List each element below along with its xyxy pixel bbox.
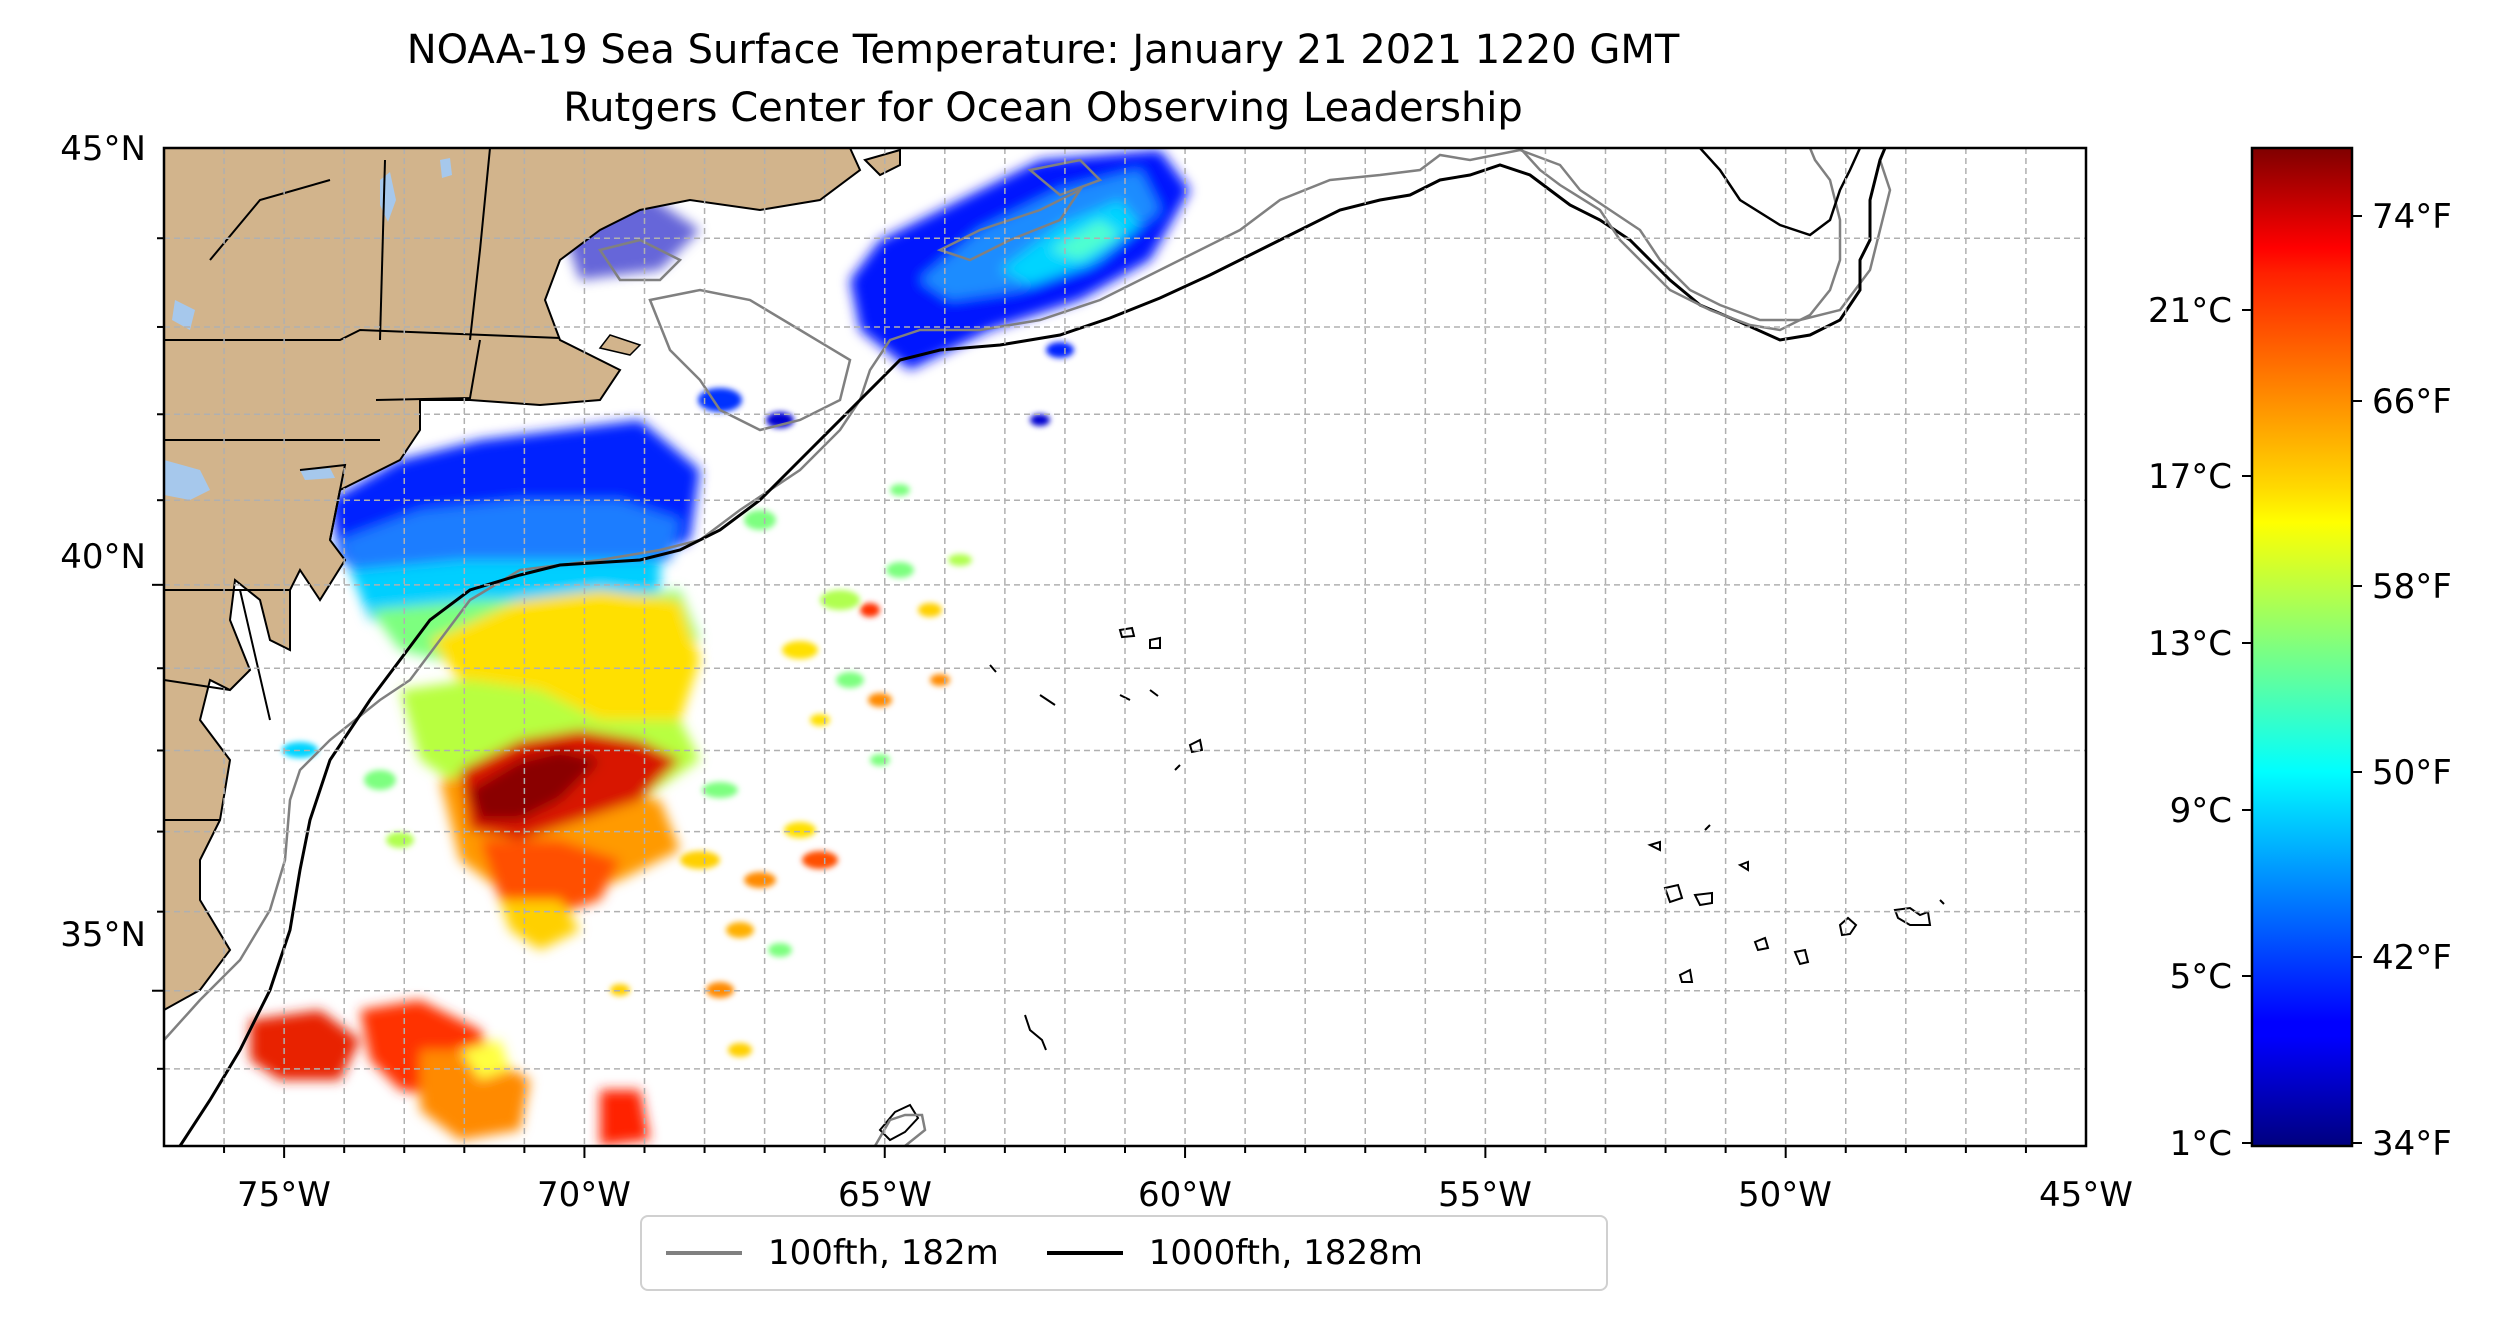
lon-tick-label: 55°W	[1438, 1175, 1532, 1215]
colorbar-celsius-labels: 21°C 17°C 13°C 9°C 5°C 1°C	[2148, 291, 2232, 1164]
legend-label: 1000fth, 1828m	[1148, 1233, 1423, 1273]
map-subtitle: Rutgers Center for Ocean Observing Leade…	[563, 85, 1523, 131]
nova-scotia-coast	[1519, 148, 1842, 332]
lon-tick-labels: 75°W 70°W 65°W 60°W 55°W 50°W 45°W	[237, 1175, 2133, 1215]
fahrenheit-tick-label: 50°F	[2372, 753, 2452, 793]
fahrenheit-tick-label: 74°F	[2372, 197, 2452, 237]
map-gridlines	[164, 148, 2086, 1146]
fahrenheit-tick-label: 34°F	[2372, 1124, 2452, 1164]
colorbar	[2250, 146, 2354, 1148]
celsius-tick-label: 1°C	[2170, 1124, 2232, 1164]
lon-tick-label: 50°W	[1738, 1175, 1832, 1215]
celsius-tick-label: 9°C	[2170, 791, 2232, 831]
newfoundland-coast	[1699, 148, 1862, 237]
lon-tick-label: 65°W	[838, 1175, 932, 1215]
state-boundaries	[164, 148, 561, 821]
bermuda-outline	[873, 1103, 927, 1146]
lon-tick-label: 60°W	[1138, 1175, 1232, 1215]
colorbar-fahrenheit-labels: 74°F 66°F 58°F 50°F 42°F 34°F	[2372, 197, 2452, 1164]
celsius-tick-label: 5°C	[2170, 957, 2232, 997]
map-title: NOAA-19 Sea Surface Temperature: January…	[406, 27, 1680, 73]
lat-tick-labels: 45°N 40°N 35°N	[60, 129, 146, 955]
lat-tick-label: 35°N	[60, 915, 146, 955]
legend-label: 100fth, 182m	[768, 1233, 999, 1273]
isobath-legend: 100fth, 182m 1000fth, 1828m	[640, 1215, 1608, 1291]
legend-entry-1000fth: 1000fth, 1828m	[1046, 1233, 1423, 1273]
lon-tick-label: 45°W	[2039, 1175, 2133, 1215]
colorbar-ticks	[2242, 215, 2362, 1144]
legend-swatch-100fth	[666, 1251, 742, 1255]
legend-swatch-1000fth	[1046, 1251, 1123, 1255]
axis-ticks	[152, 237, 2027, 1158]
isobath-georges-bank	[648, 288, 852, 432]
legend-entry-100fth: 100fth, 182m	[666, 1233, 999, 1273]
isobath-100fth	[164, 148, 1892, 1041]
land-mass	[164, 148, 901, 1012]
lon-tick-label: 70°W	[537, 1175, 631, 1215]
lat-tick-label: 45°N	[60, 129, 146, 169]
lat-tick-label: 40°N	[60, 537, 146, 577]
isobath-scotian-shelf	[597, 158, 1103, 282]
fahrenheit-tick-label: 66°F	[2372, 382, 2452, 422]
lon-tick-label: 75°W	[237, 1175, 331, 1215]
celsius-tick-label: 21°C	[2148, 291, 2232, 331]
celsius-tick-label: 13°C	[2148, 624, 2232, 664]
map-area	[164, 148, 2086, 1146]
fahrenheit-tick-label: 58°F	[2372, 567, 2452, 607]
celsius-tick-label: 17°C	[2148, 457, 2232, 497]
seamounts	[989, 626, 1945, 1051]
fahrenheit-tick-label: 42°F	[2372, 938, 2452, 978]
